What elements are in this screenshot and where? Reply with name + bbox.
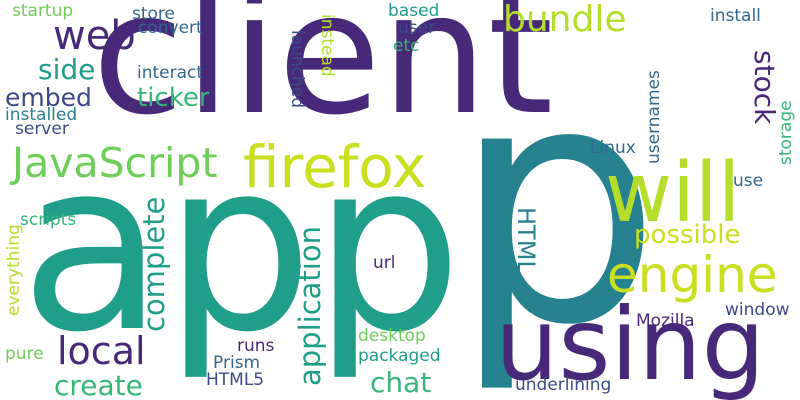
word-bundle: bundle — [503, 0, 627, 40]
word-side: side — [38, 53, 96, 86]
word-instead: instead — [317, 14, 337, 77]
word-application: application — [293, 226, 327, 386]
word-mozilla: Mozilla — [636, 311, 695, 331]
word-complete: complete — [137, 196, 171, 332]
word-p: p — [452, 13, 662, 397]
word-packaged: packaged — [358, 346, 441, 366]
word-pure: pure — [5, 344, 44, 364]
word-runs: runs — [237, 336, 275, 356]
word-create: create — [54, 369, 143, 400]
word-installed: installed — [5, 105, 78, 125]
word-linux: Linux — [590, 138, 636, 158]
word-window: window — [725, 300, 790, 320]
word-use: use — [733, 171, 764, 191]
word-etc: etc — [393, 36, 420, 56]
word-firefox: firefox — [243, 133, 427, 201]
word-engine: engine — [607, 246, 778, 304]
word-will: will — [605, 146, 741, 241]
word-using: using — [495, 286, 766, 400]
word-html5: HTML5 — [206, 370, 265, 390]
word-everything: everything — [4, 224, 24, 316]
word-client: client — [92, 0, 554, 152]
word-local: local — [57, 329, 146, 373]
word-usernames: usernames — [644, 70, 664, 164]
word-ticker: ticker — [137, 83, 210, 113]
word-url: url — [373, 253, 396, 273]
word-underlining: underlining — [515, 375, 612, 395]
word-possible: possible — [634, 220, 741, 250]
word-scripts: scripts — [20, 210, 77, 230]
word-server: server — [15, 119, 69, 139]
word-startup: startup — [12, 1, 74, 21]
word-stock: stock — [748, 50, 781, 125]
word-store: store — [132, 4, 175, 24]
word-interact: interact — [137, 63, 204, 83]
word-launched: launched — [287, 30, 307, 109]
word-convert: convert — [138, 18, 203, 38]
word-desktop: desktop — [358, 326, 426, 346]
word-install: install — [710, 6, 761, 26]
word-javascript: JavaScript — [12, 139, 218, 187]
word-prism: Prism — [213, 353, 261, 373]
word-storage: storage — [776, 100, 796, 165]
word-app: app — [20, 111, 463, 384]
word-user: user — [398, 18, 436, 38]
word-based: based — [388, 1, 440, 21]
word-web: web — [53, 13, 136, 59]
word-embed: embed — [5, 83, 92, 112]
word-html: HTML — [512, 207, 540, 274]
word-chat: chat — [370, 366, 432, 399]
